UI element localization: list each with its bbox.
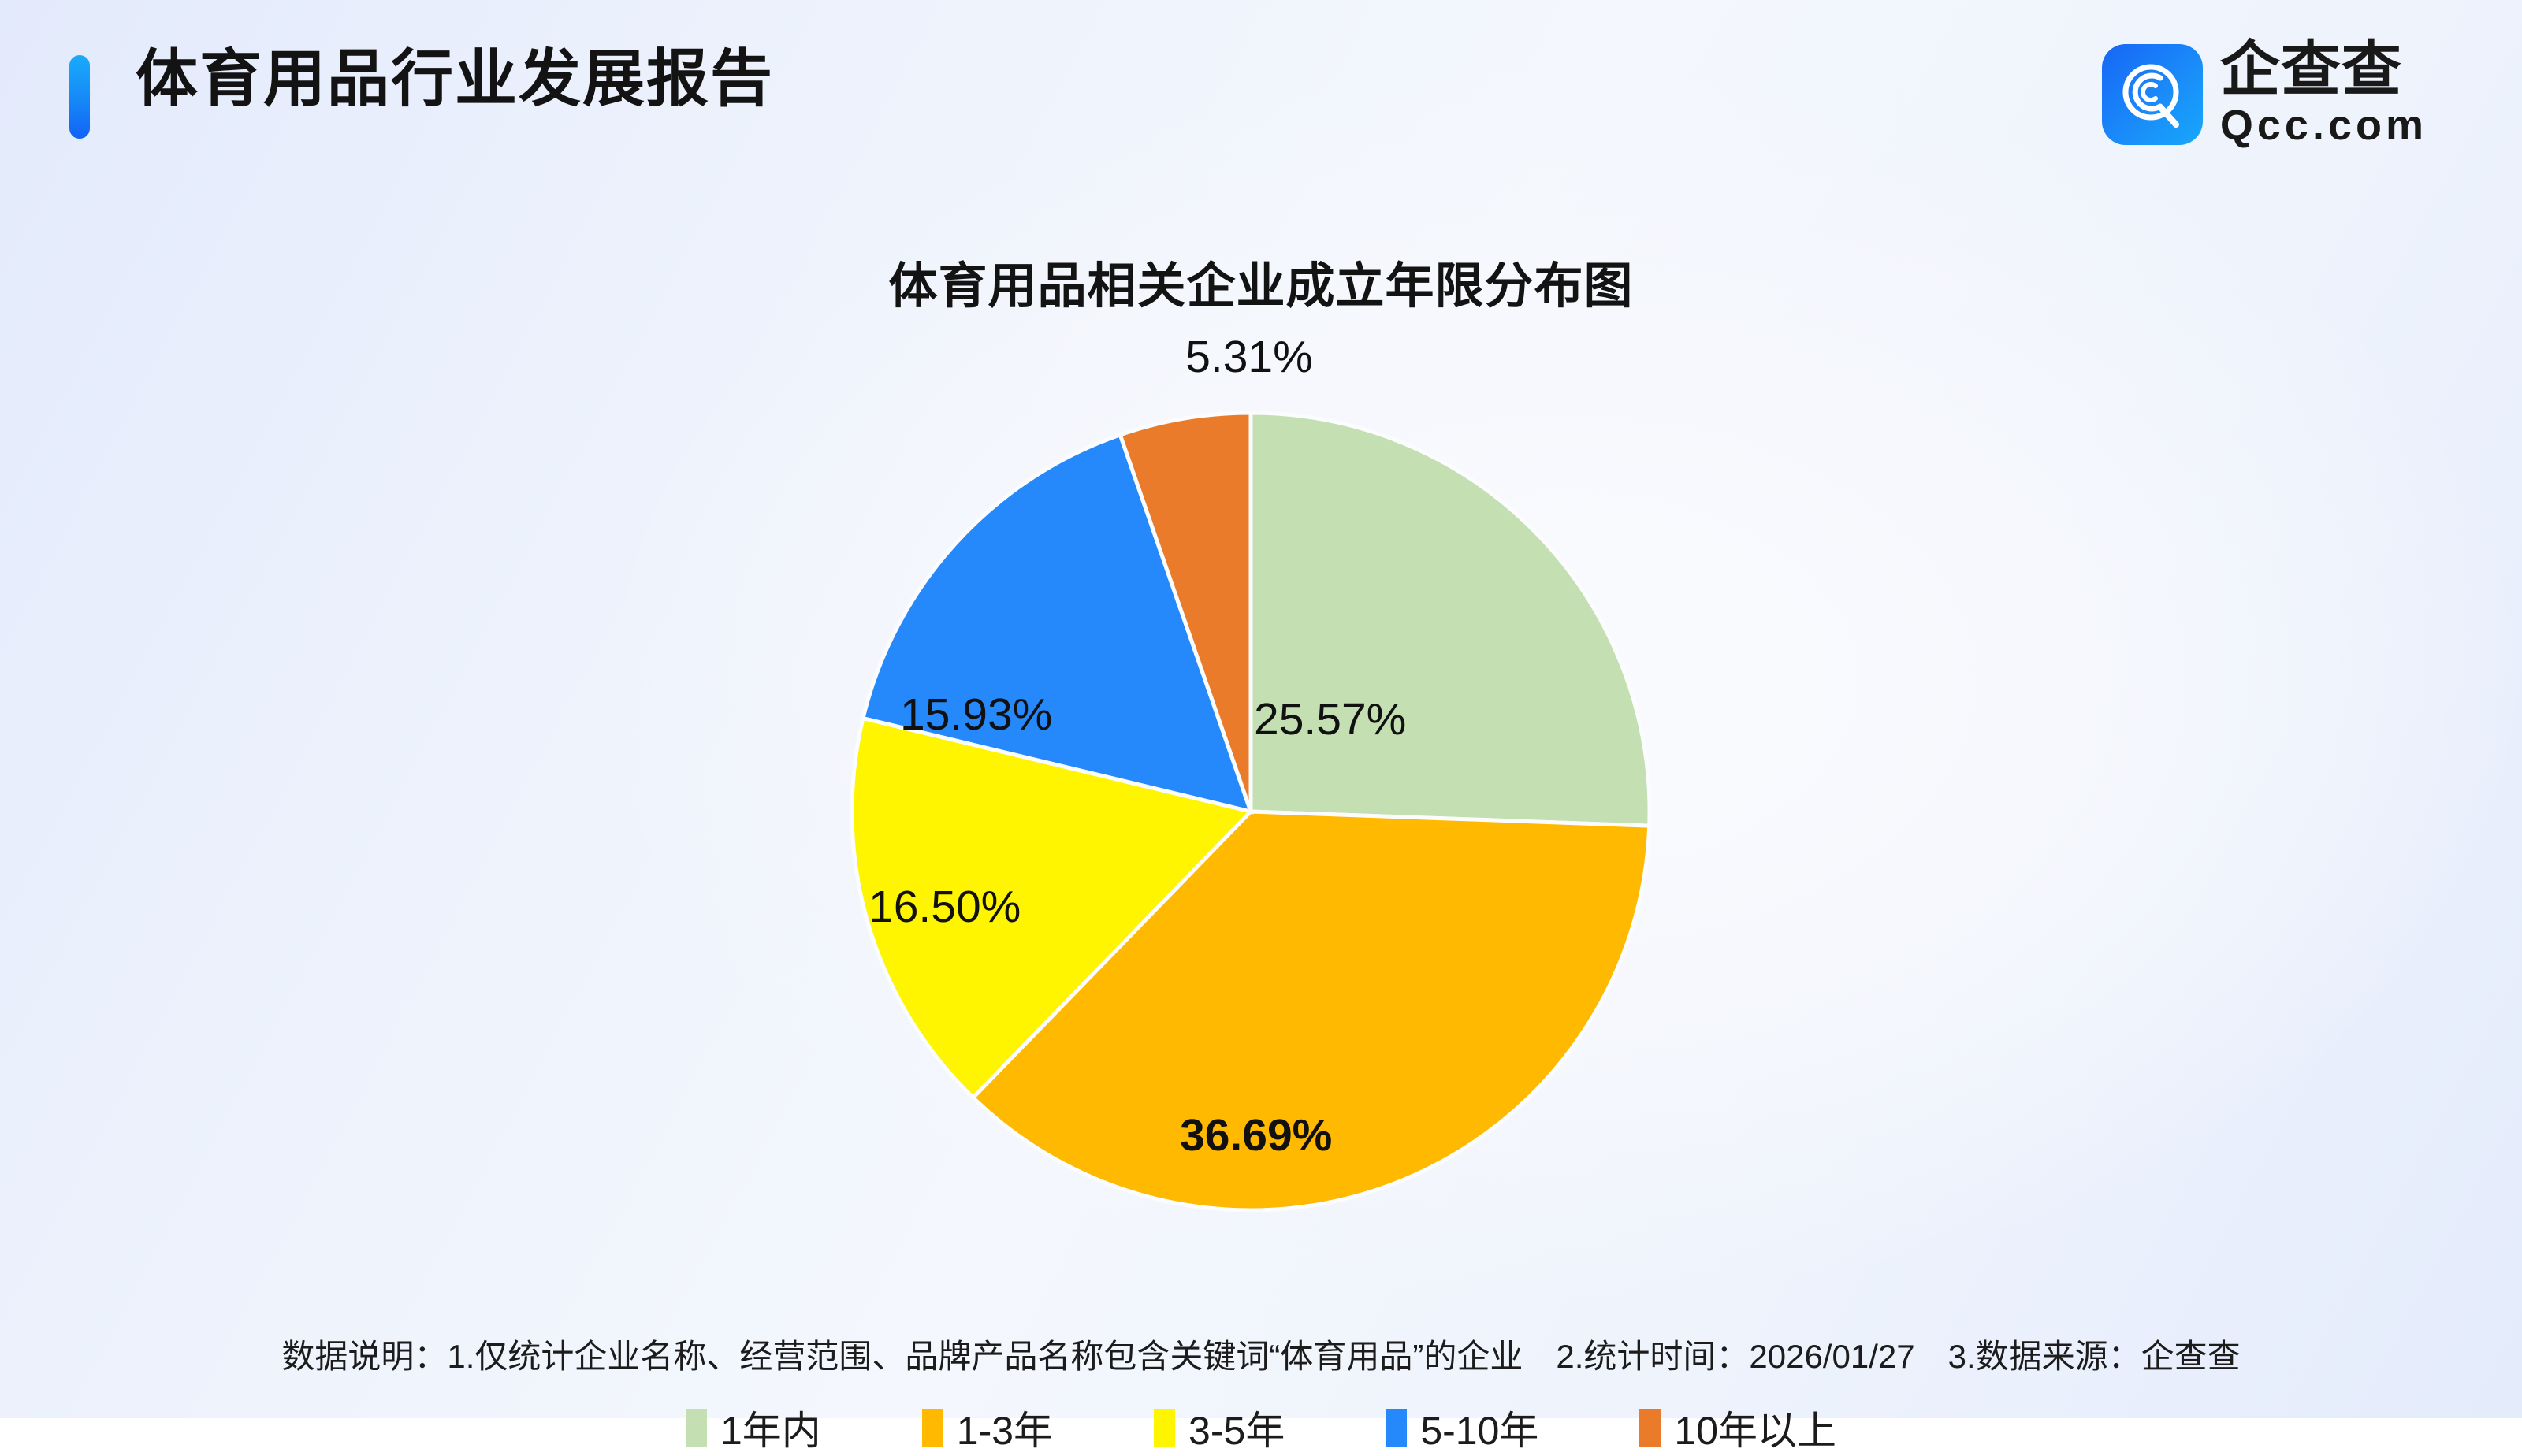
- legend-swatch-icon: [1386, 1409, 1408, 1447]
- slice-label-5-to-10-years: 15.93%: [900, 689, 1053, 740]
- pie-slice[interactable]: [970, 809, 1651, 1212]
- legend-item-1-to-3-years[interactable]: 1-3年: [921, 1399, 1054, 1456]
- legend-label: 1年内: [720, 1409, 821, 1453]
- chart-title: 体育用品相关企业成立年限分布图: [888, 259, 1634, 314]
- chart-legend: 1年内 1-3年 3-5年 5-10年 10年以上: [0, 1399, 2522, 1456]
- pie-slice[interactable]: [1248, 411, 1651, 828]
- legend-label: 1-3年: [956, 1409, 1054, 1453]
- brand-name: 企查查: [2219, 36, 2402, 103]
- legend-label: 5-10年: [1420, 1409, 1539, 1453]
- legend-swatch-icon: [921, 1409, 943, 1447]
- legend-item-10-years-plus[interactable]: 10年以上: [1639, 1399, 1836, 1456]
- data-note: 数据说明：1.仅统计企业名称、经营范围、品牌产品名称包含关键词“体育用品”的企业…: [281, 1338, 2241, 1375]
- legend-swatch-icon: [685, 1409, 707, 1447]
- slice-label-10-years-plus: 5.31%: [1185, 332, 1313, 382]
- legend-item-5-to-10-years[interactable]: 5-10年: [1386, 1399, 1538, 1456]
- legend-label: 10年以上: [1674, 1409, 1837, 1453]
- page-title: 体育用品行业发展报告: [136, 43, 774, 113]
- legend-item-3-to-5-years[interactable]: 3-5年: [1154, 1399, 1285, 1456]
- pie-slice[interactable]: [861, 432, 1254, 815]
- qcc-logo-icon: [2101, 44, 2203, 146]
- title-accent-bar: [69, 55, 90, 139]
- legend-label: 3-5年: [1188, 1409, 1285, 1453]
- legend-swatch-icon: [1154, 1409, 1176, 1447]
- pie-slice[interactable]: [1118, 411, 1253, 812]
- legend-swatch-icon: [1639, 1409, 1661, 1447]
- slice-label-3-to-5-years: 16.50%: [869, 882, 1021, 932]
- brand-text: 企查查 Qcc.com: [2219, 36, 2427, 150]
- pie-chart: 25.57% 36.69% 16.50% 15.93%: [850, 411, 1651, 1212]
- slice-label-1-to-3-years: 36.69%: [1180, 1110, 1333, 1161]
- pie-slice[interactable]: [850, 715, 1255, 1101]
- brand-logo[interactable]: 企查查 Qcc.com: [2101, 36, 2427, 150]
- page-header: 体育用品行业发展报告 企查查 Qcc.com: [0, 0, 2522, 181]
- brand-domain: Qcc.com: [2219, 102, 2427, 150]
- slice-label-within-1-year: 25.57%: [1254, 694, 1407, 745]
- legend-item-within-1-year[interactable]: 1年内: [685, 1399, 821, 1456]
- pie-chart-figure: 体育用品相关企业成立年限分布图 5.31% 25.57% 36.69% 16.5…: [0, 181, 2522, 1453]
